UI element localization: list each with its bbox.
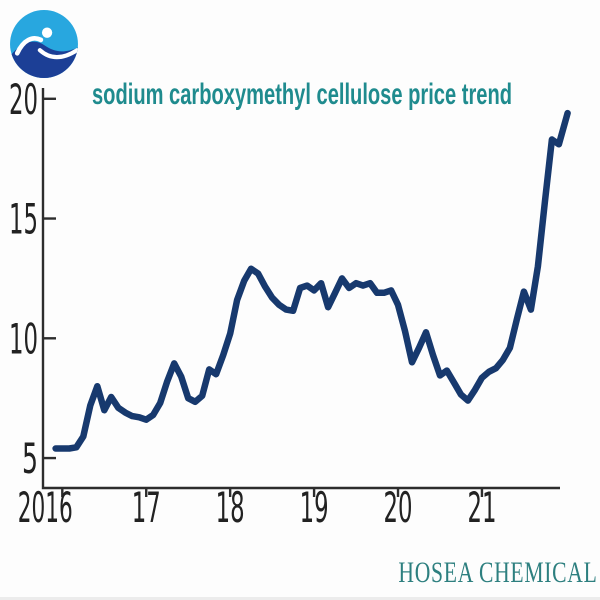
bottom-edge-strip [0,597,600,600]
y-tick-label: 10 [9,314,38,363]
axis-spines [41,88,560,490]
logo-mountain-shape [10,41,78,78]
price-trend-line [52,109,571,452]
x-tick-label: 19 [300,483,329,532]
x-tick-label: 20 [384,483,413,532]
x-tick-label: 18 [216,483,245,532]
logo-wave-stroke [37,48,78,60]
company-logo-icon [10,10,78,78]
logo-head-dot [41,27,53,38]
x-tick-label: 17 [132,483,161,532]
y-tick-label: 20 [9,75,38,124]
y-tick-label: 15 [9,195,38,244]
logo-swoosh-stroke [14,36,44,56]
company-watermark: HOSEA CHEMICAL [398,556,598,589]
x-tick-label: 2016 [18,483,73,532]
y-tick-label: 5 [22,434,38,483]
chart-title: sodium carboxymethyl cellulose price tre… [92,78,513,111]
x-tick-label: 21 [467,483,496,532]
